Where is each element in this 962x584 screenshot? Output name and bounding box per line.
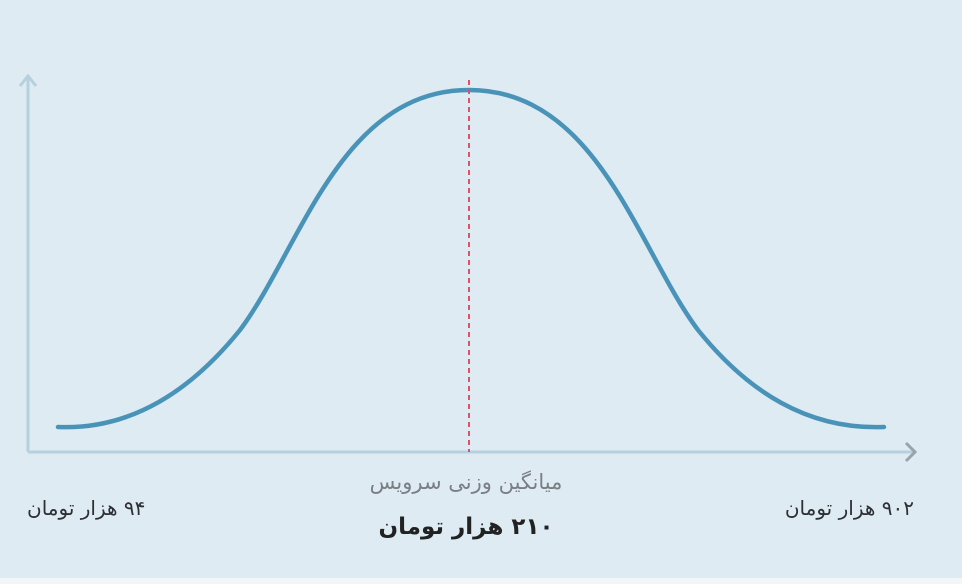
mean-value: ۲۱۰ هزار تومان [378,514,554,540]
max-label: ۹۰۲ هزار تومان [784,496,914,520]
y-axis-arrow [18,73,38,87]
x-axis-arrow [904,441,918,463]
min-label: ۹۴ هزار تومان [27,496,146,520]
bell-curve [55,87,887,430]
mean-caption: میانگین وزنی سرویس [369,470,563,494]
